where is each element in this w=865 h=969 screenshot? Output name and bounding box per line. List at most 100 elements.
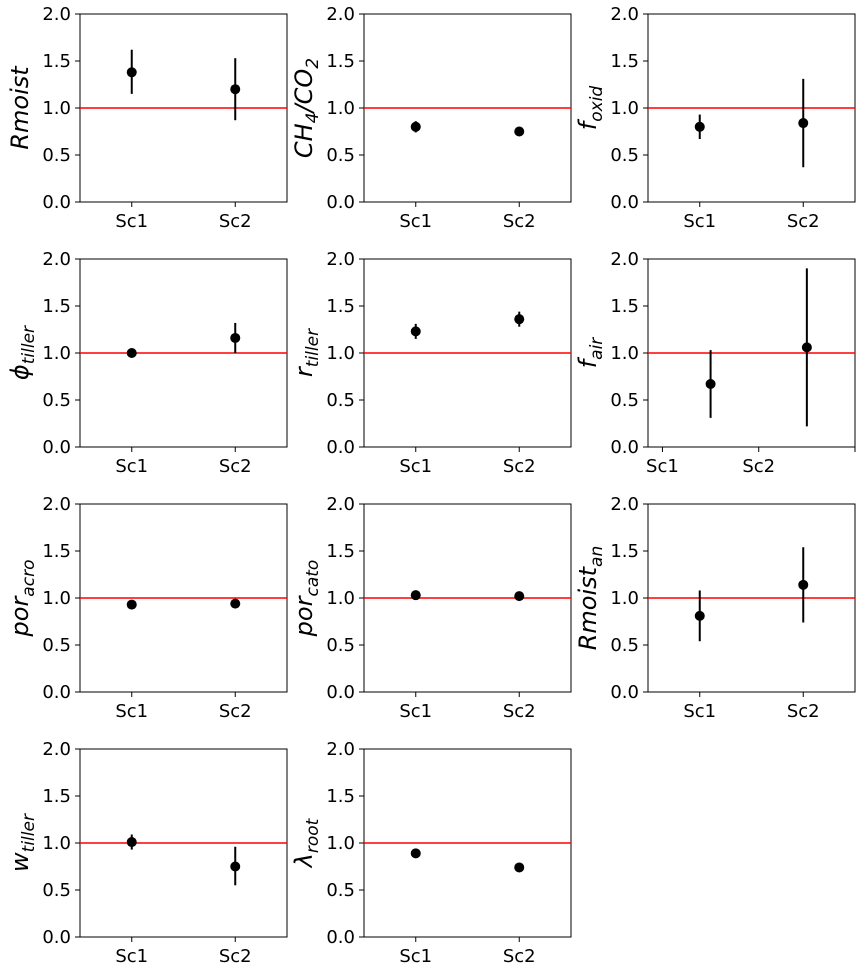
y-tick-label: 0.5 [326, 880, 355, 901]
x-tick-label: Sc2 [219, 456, 252, 477]
x-tick-label: Sc2 [503, 456, 536, 477]
subplot-6: 0.0 0.5 1.0 1.5 2.0 Sc1 Sc2 fair [574, 249, 856, 477]
ylabel-main: r [290, 365, 318, 377]
y-tick-label: 1.0 [326, 98, 355, 119]
x-tick-label: Sc2 [219, 211, 252, 232]
y-tick-label: 2.0 [42, 4, 71, 25]
x-tick-label: Sc2 [787, 701, 820, 722]
y-tick-label: 1.0 [610, 588, 639, 609]
ylabel-subscript-2: 2 [303, 58, 323, 69]
data-point [410, 326, 421, 337]
data-point [694, 610, 705, 621]
y-tick-label: 1.5 [326, 296, 355, 317]
y-tick-label: 2.0 [42, 249, 71, 270]
y-axis-label: foxid [574, 86, 607, 131]
subplot-2: 0.0 0.5 1.0 1.5 2.0 Sc1 Sc2 CH4/CO2 [290, 4, 572, 232]
y-axis-label: λroot [290, 817, 323, 869]
ylabel-main-2: /CO [290, 69, 318, 115]
y-axis-label: wtiller [6, 813, 39, 872]
y-tick-label: 0.0 [42, 437, 71, 458]
ylabel-subscript: cato [303, 560, 323, 597]
y-tick-label: 0.5 [42, 635, 71, 656]
y-tick-label: 0.5 [42, 145, 71, 166]
y-tick-label: 1.5 [610, 541, 639, 562]
y-tick-label: 0.0 [326, 927, 355, 948]
y-tick-label: 1.5 [610, 296, 639, 317]
y-tick-label: 0.0 [326, 192, 355, 213]
y-tick-label: 0.0 [42, 192, 71, 213]
y-tick-label: 1.5 [326, 51, 355, 72]
ylabel-main: por [6, 595, 34, 638]
y-tick-label: 0.0 [326, 437, 355, 458]
ylabel-subscript: an [587, 546, 607, 567]
x-tick-label: Sc1 [646, 456, 679, 477]
y-tick-label: 2.0 [610, 4, 639, 25]
y-tick-label: 2.0 [610, 249, 639, 270]
y-tick-label: 0.5 [326, 145, 355, 166]
y-tick-label: 1.5 [42, 786, 71, 807]
data-point [230, 598, 241, 609]
y-tick-label: 2.0 [326, 739, 355, 760]
ylabel-main: Rmoist [6, 65, 34, 150]
y-axis-label: fair [574, 337, 607, 369]
data-point [514, 126, 525, 137]
y-tick-label: 0.0 [610, 682, 639, 703]
ylabel-main: w [6, 852, 34, 872]
y-axis-label: Rmoist [6, 65, 34, 150]
data-point [230, 332, 241, 343]
subplot-4: 0.0 0.5 1.0 1.5 2.0 Sc1 Sc2 ϕtiller [6, 249, 288, 477]
subplot-9: 0.0 0.5 1.0 1.5 2.0 Sc1 Sc2 Rmoistan [574, 494, 856, 722]
ylabel-main: Rmoist [574, 565, 602, 650]
subplot-1: 0.0 0.5 1.0 1.5 2.0 Sc1 Sc2 Rmoist [6, 4, 288, 232]
y-tick-label: 0.5 [42, 390, 71, 411]
y-tick-label: 2.0 [326, 494, 355, 515]
data-point [705, 379, 716, 390]
data-point [410, 590, 421, 601]
ylabel-subscript: oxid [587, 86, 607, 122]
y-tick-label: 0.0 [42, 927, 71, 948]
x-tick-label: Sc1 [683, 701, 716, 722]
y-tick-label: 1.0 [326, 833, 355, 854]
y-tick-label: 2.0 [326, 249, 355, 270]
y-axis-label: poracro [6, 560, 39, 638]
ylabel-main: CH [290, 123, 318, 158]
y-tick-label: 1.0 [326, 588, 355, 609]
y-tick-label: 0.5 [610, 390, 639, 411]
y-tick-label: 1.5 [610, 51, 639, 72]
y-tick-label: 0.0 [326, 682, 355, 703]
ylabel-subscript: acro [19, 560, 39, 597]
subplot-10: 0.0 0.5 1.0 1.5 2.0 Sc1 Sc2 wtiller [6, 739, 288, 967]
ylabel-main: ϕ [6, 364, 34, 380]
data-point [514, 862, 525, 873]
y-tick-label: 2.0 [326, 4, 355, 25]
ylabel-subscript: root [303, 817, 323, 853]
y-tick-label: 1.5 [326, 541, 355, 562]
data-point [410, 121, 421, 132]
ylabel-subscript: air [587, 337, 607, 360]
data-point [514, 314, 525, 325]
y-tick-label: 2.0 [42, 739, 71, 760]
y-tick-label: 0.5 [610, 635, 639, 656]
y-tick-label: 2.0 [42, 494, 71, 515]
x-tick-label: Sc1 [399, 211, 432, 232]
y-tick-label: 2.0 [610, 494, 639, 515]
x-tick-label: Sc2 [742, 456, 775, 477]
y-axis-label: Rmoistan [574, 546, 607, 651]
y-tick-label: 1.0 [610, 343, 639, 364]
subplot-7: 0.0 0.5 1.0 1.5 2.0 Sc1 Sc2 poracro [6, 494, 288, 722]
ylabel-subscript: tiller [19, 813, 39, 852]
y-tick-label: 1.0 [610, 98, 639, 119]
y-tick-label: 1.0 [42, 833, 71, 854]
x-tick-label: Sc2 [219, 701, 252, 722]
y-tick-label: 1.0 [42, 343, 71, 364]
x-tick-label: Sc2 [787, 211, 820, 232]
ylabel-subscript: tiller [19, 325, 39, 364]
data-point [126, 67, 137, 78]
subplot-5: 0.0 0.5 1.0 1.5 2.0 Sc1 Sc2 rtiller [290, 249, 572, 477]
y-tick-label: 0.5 [42, 880, 71, 901]
data-point [126, 348, 137, 358]
y-tick-label: 1.5 [42, 296, 71, 317]
x-tick-label: Sc1 [115, 456, 148, 477]
x-tick-label: Sc1 [399, 456, 432, 477]
